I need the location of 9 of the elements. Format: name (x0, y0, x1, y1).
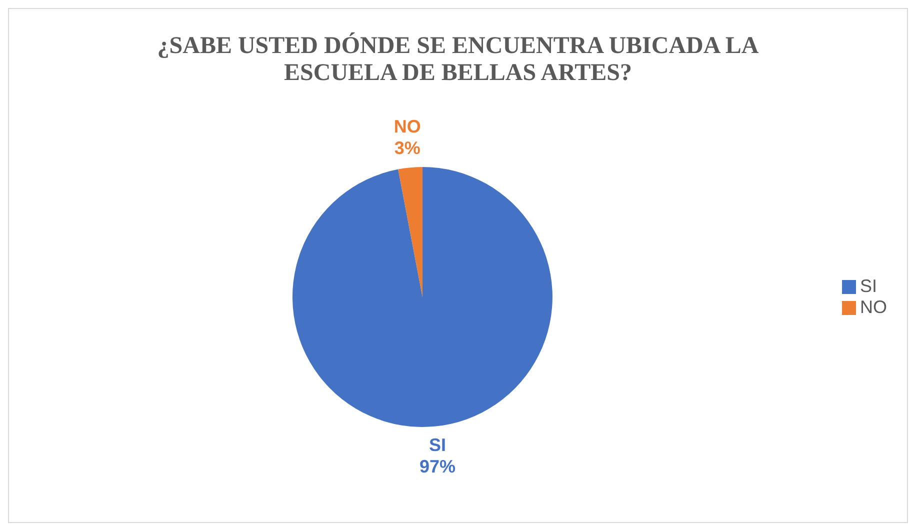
chart-title: ¿SABE USTED DÓNDE SE ENCUENTRA UBICADA LA ESCUELA DE BELLAS ARTES? (156, 31, 760, 87)
data-label: 97% (420, 456, 456, 476)
data-label: 3% (394, 138, 420, 158)
pie-slice (398, 167, 422, 297)
slice-label: NO (394, 116, 421, 136)
legend-label: NO (860, 297, 887, 317)
legend-label: SI (860, 276, 878, 296)
slice-label: SI (429, 434, 446, 455)
pie-slice (292, 167, 552, 427)
